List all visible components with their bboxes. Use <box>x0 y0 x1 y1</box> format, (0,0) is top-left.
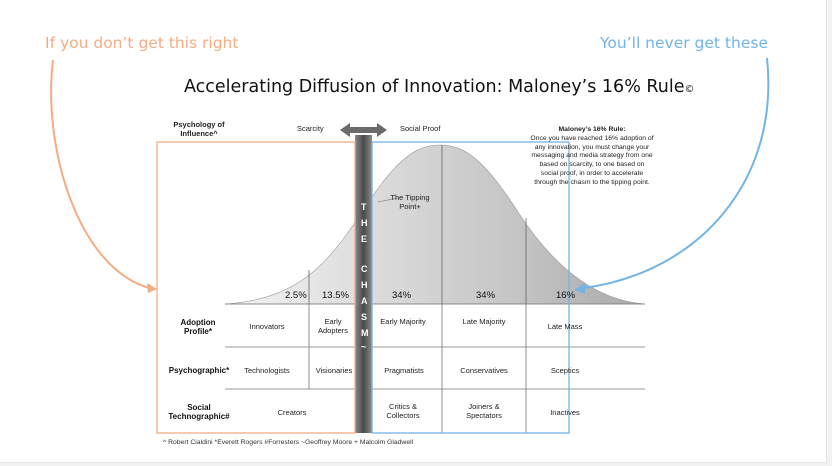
cell-sceptics: Sceptics <box>550 366 580 375</box>
orange-arrow <box>50 59 151 289</box>
right-warning-text: You’ll never get these <box>600 34 768 52</box>
page-title: Accelerating Diffusion of Innovation: Ma… <box>184 77 694 97</box>
tipping-point-pointer <box>377 197 399 203</box>
psychographic-label: Psychographic* <box>168 366 230 375</box>
social-technographic-label: Social Technographic# <box>168 403 230 422</box>
pct-late-mass: 16% <box>556 290 576 301</box>
copyright-mark: © <box>684 84 695 95</box>
cell-conservatives: Conservatives <box>460 366 508 375</box>
blue-outcome-box <box>371 141 570 434</box>
cell-visionaries: Visionaries <box>315 366 353 375</box>
blue-arrow-head <box>574 283 585 294</box>
pct-early-adopters: 13.5% <box>322 290 349 301</box>
adoption-profile-label: Adoption Profile* <box>180 318 216 337</box>
chasm-letter-m: M <box>361 328 369 338</box>
cell-early-adopters: Early Adopters <box>317 317 349 335</box>
rule-note-body: Once you have reached 16% adoption of an… <box>530 134 654 186</box>
chasm-letter-a: A <box>361 296 368 306</box>
chasm-letter-e: E <box>361 234 368 244</box>
rule-note: Maloney’s 16% Rule: Once you have reache… <box>530 126 654 188</box>
psychology-label: Psychology of Influence^ <box>173 120 225 138</box>
footer-sources: ^ Robert Cialdini *Everett Rogers #Forre… <box>163 439 414 446</box>
scarcity-social-arrow <box>340 123 387 137</box>
cell-critics-collectors: Critics & Collectors <box>386 402 420 420</box>
title-text: Accelerating Diffusion of Innovation: Ma… <box>184 77 685 97</box>
blue-arrow <box>583 57 770 289</box>
cell-inactives: Inactives <box>550 408 580 417</box>
adoption-curve <box>224 144 646 305</box>
pct-early-majority: 34% <box>392 290 412 301</box>
chasm-letter-c: C <box>361 264 368 274</box>
cell-early-majority: Early Majority <box>380 317 426 326</box>
cell-technologists: Technologists <box>244 366 290 375</box>
social-proof-label: Social Proof <box>400 124 441 133</box>
tipping-point-label: The Tipping Point+ <box>390 193 430 211</box>
scarcity-label: Scarcity <box>297 124 324 133</box>
cell-creators: Creators <box>277 408 307 417</box>
chasm-letter-h: H <box>361 218 368 228</box>
chasm-letter-h2: H <box>361 280 368 290</box>
pct-innovators: 2.5% <box>285 290 307 301</box>
cell-late-majority: Late Majority <box>462 317 506 326</box>
cell-joiners-spectators: Joiners & Spectators <box>466 402 502 420</box>
orange-focus-box <box>156 141 356 434</box>
left-warning-text: If you don’t get this right <box>45 34 239 52</box>
chasm-letter-t: T <box>361 202 367 212</box>
chasm-letter-tilde: ~ <box>361 342 367 352</box>
cell-late-mass: Late Mass <box>547 322 583 331</box>
rule-note-heading: Maloney’s 16% Rule: <box>558 126 626 133</box>
pct-late-majority: 34% <box>476 290 496 301</box>
cell-innovators: Innovators <box>249 322 285 331</box>
orange-arrow-head <box>147 283 157 293</box>
cell-pragmatists: Pragmatists <box>384 366 424 375</box>
chasm-letter-s: S <box>361 312 368 322</box>
chasm-bar <box>355 135 372 433</box>
